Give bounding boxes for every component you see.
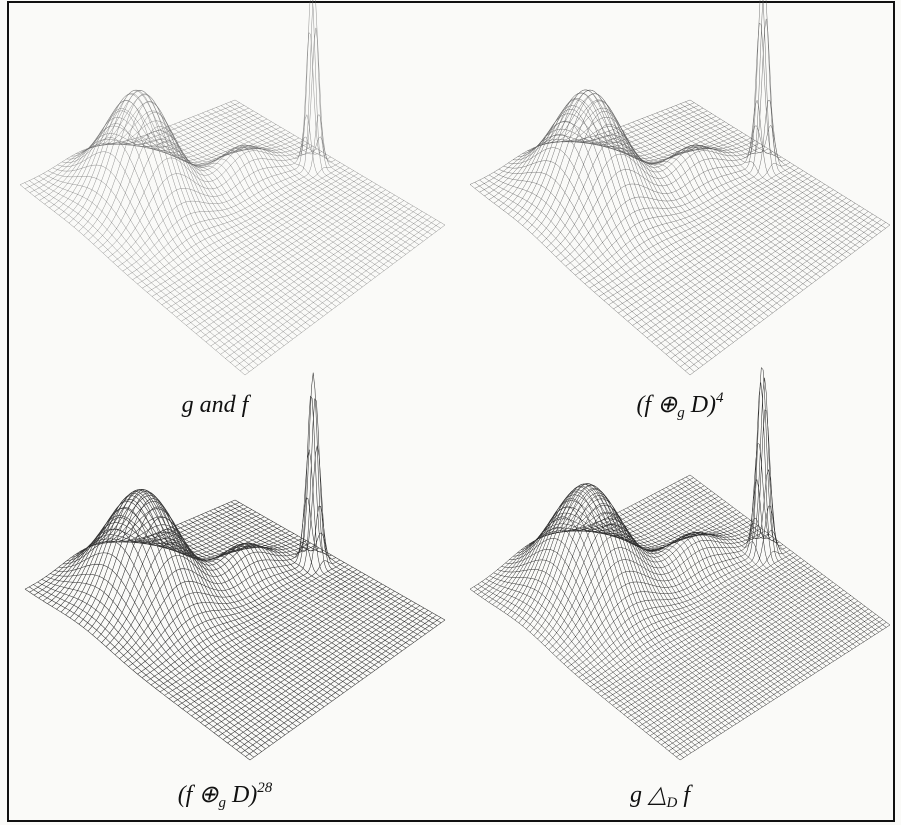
caption-subscript: D: [665, 795, 677, 811]
caption-superscript: 28: [257, 780, 273, 796]
caption-part: (f ⊕: [636, 392, 678, 418]
background: [0, 0, 901, 825]
caption: g △D f: [630, 782, 693, 811]
caption-part: (f ⊕: [178, 782, 220, 808]
figure-page: g and f (f ⊕g D)4 (f ⊕g D)28 g △D f: [0, 0, 901, 825]
caption-part: D): [226, 782, 257, 808]
caption: g and f: [182, 392, 252, 418]
caption-part: g △: [630, 782, 666, 808]
caption-part: D): [685, 392, 716, 418]
caption-superscript: 4: [716, 390, 724, 406]
